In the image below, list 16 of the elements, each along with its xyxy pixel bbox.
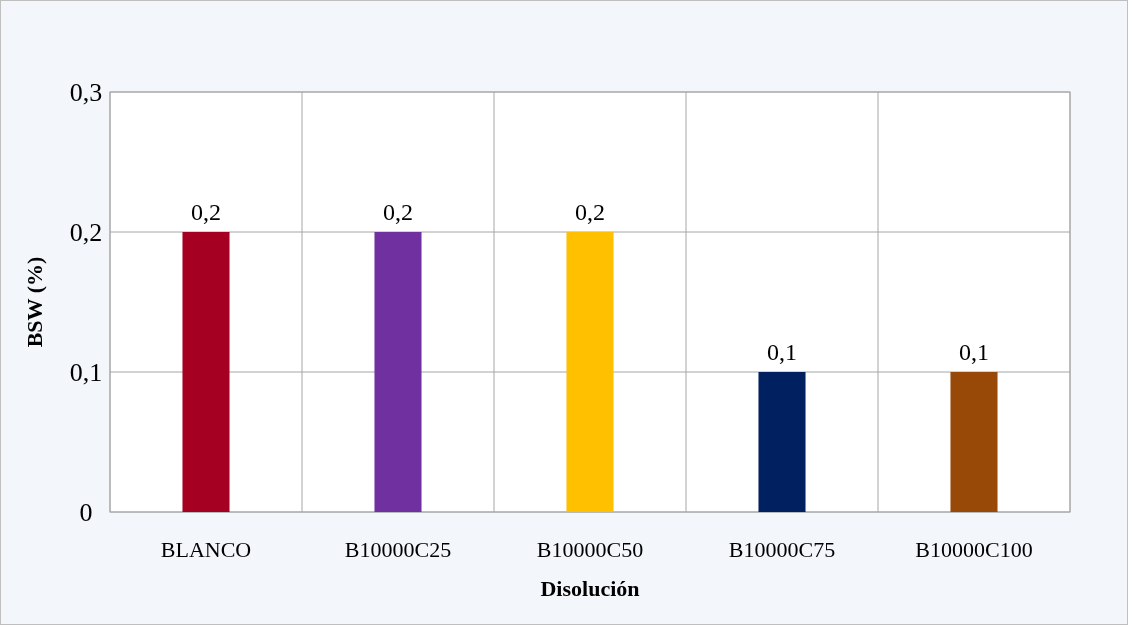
y-tick-label: 0,2 (69, 218, 103, 248)
data-label: 0,2 (383, 199, 413, 225)
x-axis-title: Disolución (540, 576, 640, 601)
data-label: 0,2 (575, 199, 605, 225)
data-label: 0,1 (959, 339, 989, 365)
data-label: 0,1 (767, 339, 797, 365)
y-tick-label: 0,3 (69, 78, 103, 108)
y-axis-title: BSW (%) (22, 256, 47, 348)
data-label: 0,2 (191, 199, 221, 225)
x-tick-label: B10000C25 (344, 537, 452, 562)
y-tick-label: 0,1 (69, 358, 103, 388)
x-tick-label: B10000C100 (915, 537, 1033, 562)
y-tick-label: 0 (79, 498, 93, 528)
x-tick-label: B10000C75 (728, 537, 836, 562)
x-tick-label: B10000C50 (536, 537, 644, 562)
x-tick-label: BLANCO (160, 537, 252, 562)
